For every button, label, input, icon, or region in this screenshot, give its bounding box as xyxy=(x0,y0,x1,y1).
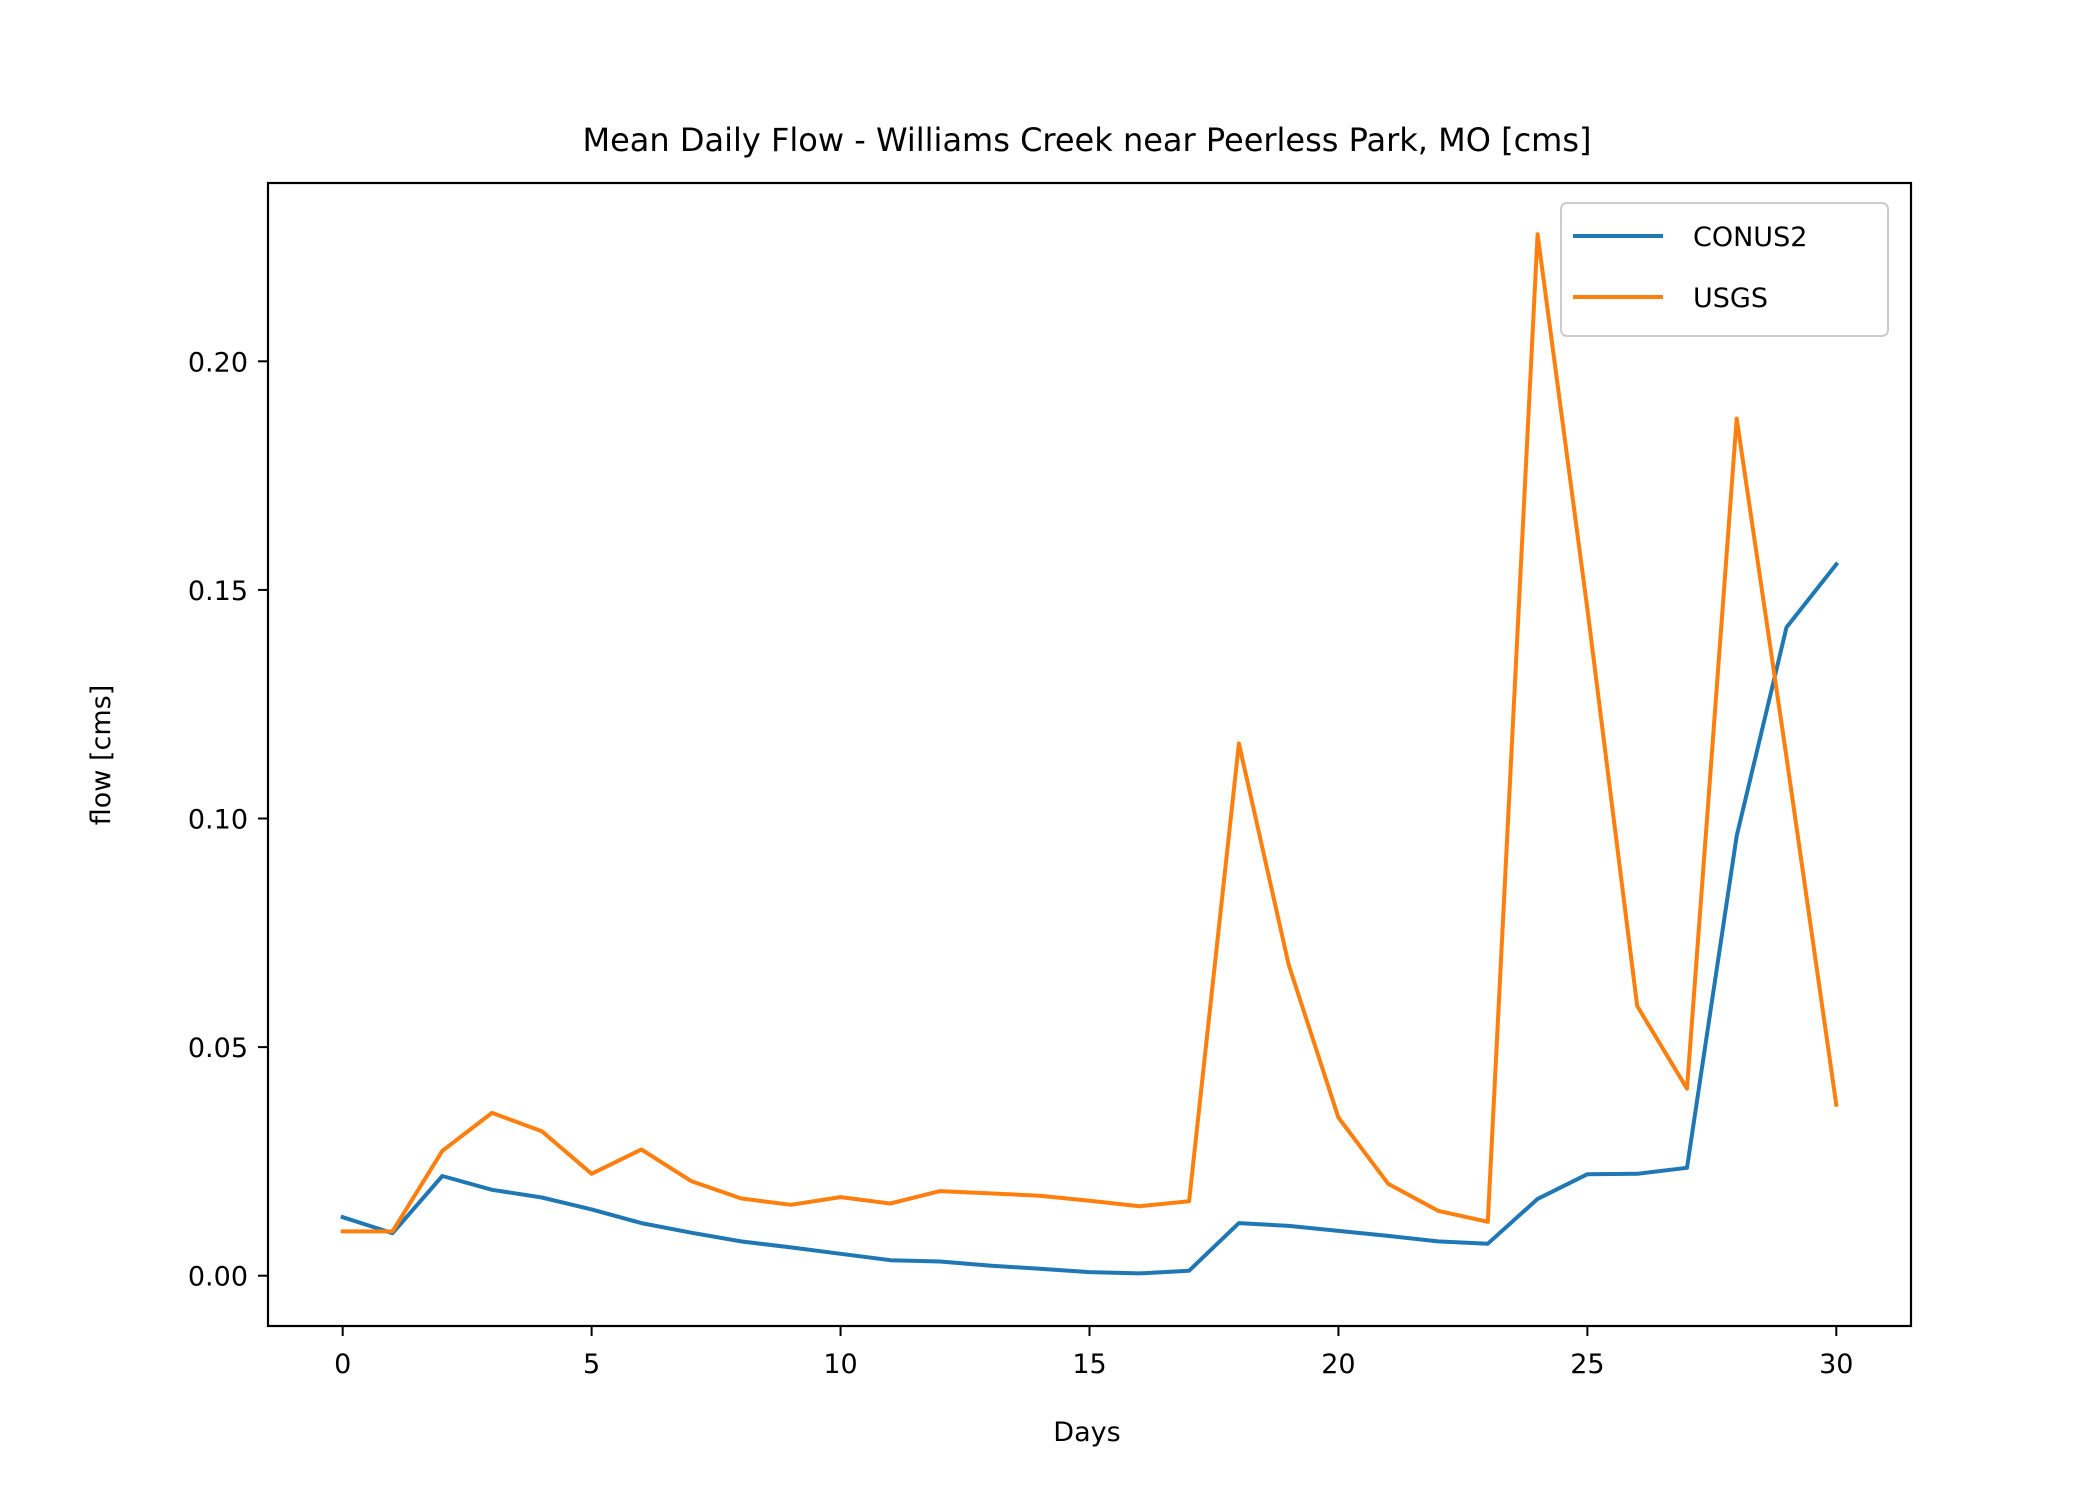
legend-label-conus2: CONUS2 xyxy=(1693,222,1807,253)
y-axis-label: flow [cms] xyxy=(86,685,117,825)
y-tick-label: 0.05 xyxy=(188,1033,248,1064)
x-tick-label: 25 xyxy=(1570,1349,1604,1380)
legend-label-usgs: USGS xyxy=(1693,283,1768,314)
x-axis-label: Days xyxy=(1053,1417,1120,1448)
x-axis-ticks: 0 5 10 15 20 25 30 xyxy=(334,1326,1853,1380)
series-lines xyxy=(340,232,1840,1276)
y-tick-label: 0.00 xyxy=(188,1262,248,1293)
series-line-conus2 xyxy=(340,561,1840,1276)
x-tick-label: 30 xyxy=(1819,1349,1853,1380)
plot-area xyxy=(266,181,1913,1328)
y-axis-ticks: 0.00 0.05 0.10 0.15 0.20 xyxy=(188,347,268,1293)
series-line-usgs xyxy=(340,232,1839,1234)
y-tick-label: 0.15 xyxy=(188,576,248,607)
x-tick-label: 5 xyxy=(583,1349,600,1380)
x-tick-label: 20 xyxy=(1321,1349,1355,1380)
x-tick-label: 0 xyxy=(334,1349,351,1380)
x-tick-label: 15 xyxy=(1072,1349,1106,1380)
y-tick-label: 0.10 xyxy=(188,805,248,836)
x-tick-label: 10 xyxy=(823,1349,857,1380)
legend: CONUS2 USGS xyxy=(1560,202,1889,337)
chart-title: Mean Daily Flow - Williams Creek near Pe… xyxy=(583,121,1592,159)
y-tick-label: 0.20 xyxy=(188,347,248,378)
